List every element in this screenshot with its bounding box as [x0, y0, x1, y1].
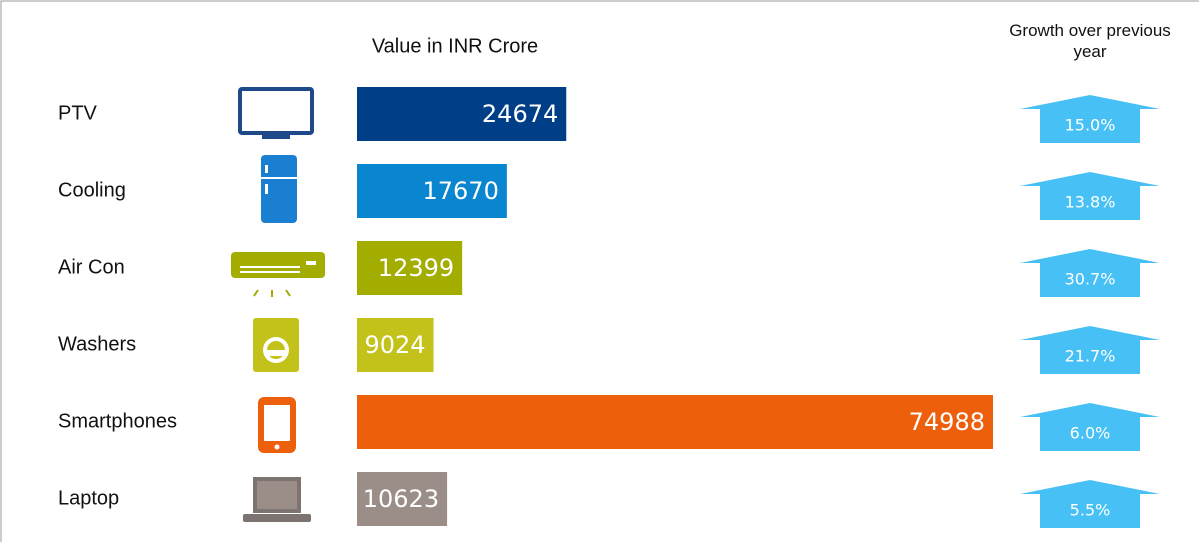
growth-label: 5.5% — [1070, 501, 1111, 520]
category-label: PTV — [58, 102, 98, 124]
laptop-icon — [243, 477, 311, 522]
category-label: Cooling — [58, 179, 126, 201]
bar — [357, 164, 507, 218]
bar — [357, 241, 463, 295]
growth-label: 13.8% — [1065, 193, 1116, 212]
category-label: Washers — [58, 333, 136, 355]
value-title: Value in INR Crore — [372, 35, 538, 57]
growth-arrow — [1020, 480, 1160, 528]
growth-label: 15.0% — [1065, 116, 1116, 135]
bar-value-label: 12399 — [378, 254, 454, 282]
growth-title-box: Growth over previous year — [1009, 21, 1171, 61]
washer-icon — [253, 318, 299, 372]
bar — [357, 318, 434, 372]
fridge-icon — [261, 155, 297, 223]
growth-label: 21.7% — [1065, 347, 1116, 366]
growth-label: 30.7% — [1065, 270, 1116, 289]
growth-arrow — [1020, 249, 1160, 297]
bar — [357, 395, 993, 449]
tv-icon — [238, 87, 314, 139]
icons — [231, 87, 325, 522]
category-label: Air Con — [58, 256, 125, 278]
growth-arrow — [1020, 95, 1160, 143]
bar-value-label: 17670 — [423, 177, 499, 205]
bar-value-label: 24674 — [482, 100, 558, 128]
growth-title: Growth over previous year — [1009, 21, 1171, 61]
category-label: Laptop — [58, 487, 119, 509]
growth-arrow — [1020, 172, 1160, 220]
category-label: Smartphones — [58, 410, 177, 432]
growth-arrow — [1020, 326, 1160, 374]
phone-icon — [258, 397, 296, 453]
growth-arrow — [1020, 403, 1160, 451]
ac-icon — [231, 252, 325, 297]
bar-value-label: 10623 — [363, 485, 439, 513]
growth-label: 6.0% — [1070, 424, 1111, 443]
bar-value-label: 9024 — [364, 331, 425, 359]
bar-value-label: 74988 — [909, 408, 985, 436]
bar — [357, 87, 567, 141]
bar — [357, 472, 448, 526]
